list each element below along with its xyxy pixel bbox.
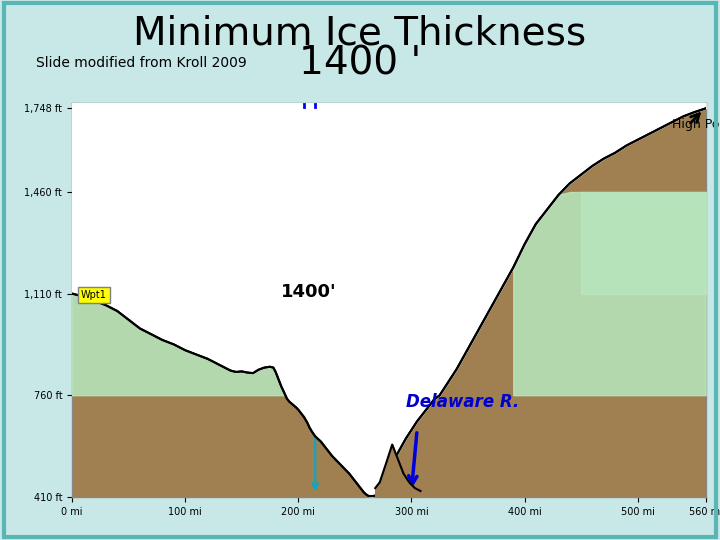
- Text: Wpt1: Wpt1: [81, 290, 107, 300]
- Text: High Point, NJ: High Point, NJ: [672, 118, 720, 131]
- Text: Slide modified from Kroll 2009: Slide modified from Kroll 2009: [36, 56, 247, 70]
- Text: 1400': 1400': [282, 282, 337, 300]
- Text: Delaware R.: Delaware R.: [406, 393, 519, 411]
- Text: Minimum Ice Thickness: Minimum Ice Thickness: [133, 15, 587, 52]
- Text: 1400 ': 1400 ': [299, 44, 421, 82]
